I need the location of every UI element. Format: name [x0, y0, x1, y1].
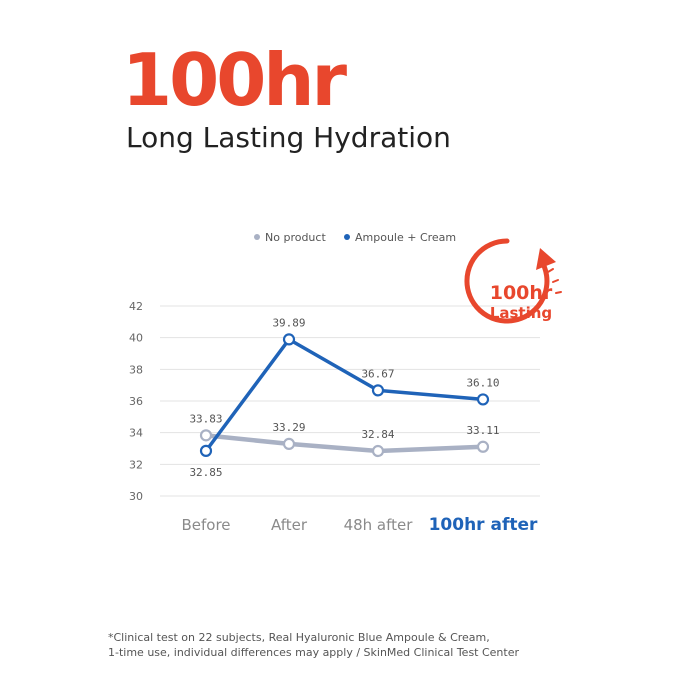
data-point [476, 440, 490, 453]
badge-circle-arc [464, 238, 550, 324]
y-tick-label: 38 [129, 363, 143, 376]
data-labels: 33.83 33.29 32.84 33.11 32.85 39.89 36.67 36.10 [189, 316, 499, 478]
data-label: 33.83 [189, 412, 222, 425]
x-axis-categories: Before After 48h after 100hr after [181, 515, 538, 535]
data-label: 33.11 [466, 424, 499, 437]
data-label: 32.85 [189, 466, 222, 479]
data-label: 36.67 [361, 367, 394, 380]
x-category-label: 48h after [344, 516, 414, 534]
badge-line1: 100hr [490, 282, 553, 304]
y-tick-label: 30 [129, 490, 143, 503]
data-point [282, 437, 296, 451]
footnote-line-1: *Clinical test on 22 subjects, Real Hyal… [108, 631, 490, 644]
footnote: *Clinical test on 22 subjects, Real Hyal… [108, 630, 578, 660]
legend-marker [344, 234, 350, 240]
chart-legend: No product Ampoule + Cream [254, 231, 456, 244]
series-line [203, 433, 486, 454]
chart-series [199, 333, 490, 458]
badge-arrow-head-icon [536, 248, 556, 270]
y-axis-ticks: 30 32 34 36 38 40 42 [129, 300, 143, 503]
data-label: 39.89 [272, 316, 305, 329]
data-label: 36.10 [466, 376, 499, 389]
data-point [199, 444, 213, 457]
y-tick-label: 42 [129, 300, 143, 313]
y-tick-label: 32 [129, 458, 143, 471]
badge-tick-marks [547, 268, 562, 294]
badge-line2: Lasting [490, 304, 552, 322]
x-category-label: 100hr after [429, 515, 538, 535]
legend-label: Ampoule + Cream [355, 231, 456, 244]
headline-100hr: 100hr [122, 38, 347, 122]
data-label: 33.29 [272, 421, 305, 434]
y-tick-label: 40 [129, 332, 143, 345]
data-point [476, 393, 490, 406]
legend-marker [254, 234, 260, 240]
data-label: 32.84 [361, 428, 394, 441]
y-tick-label: 36 [129, 395, 143, 408]
data-point [199, 429, 213, 442]
data-point [371, 384, 385, 397]
legend-label: No product [265, 231, 326, 244]
headline-subtitle: Long Lasting Hydration [126, 121, 451, 154]
footnote-line-2: 1-time use, individual differences may a… [108, 646, 520, 659]
y-tick-label: 34 [129, 427, 143, 440]
data-point [371, 444, 385, 458]
lasting-badge: 100hr Lasting [464, 238, 562, 324]
data-point [282, 333, 296, 346]
series-line [204, 337, 485, 453]
x-category-label: Before [181, 516, 230, 534]
x-category-label: After [271, 516, 308, 534]
